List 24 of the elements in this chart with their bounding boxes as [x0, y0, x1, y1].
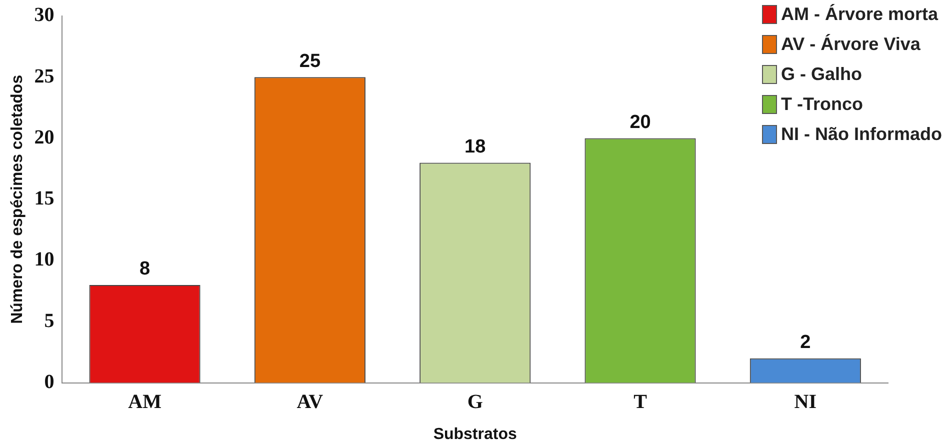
legend-label: AM - Árvore morta: [781, 4, 938, 25]
y-tick-label: 30: [34, 4, 54, 26]
data-label: 8: [139, 258, 150, 280]
x-tick-label: G: [467, 390, 484, 413]
x-tick-label: AV: [296, 390, 324, 413]
legend-label: T -Tronco: [781, 94, 863, 115]
y-tick-label: 15: [34, 188, 54, 210]
x-tick-label: T: [634, 390, 648, 413]
y-tick-label: 10: [34, 248, 54, 271]
legend-label: AV - Árvore Viva: [781, 34, 920, 55]
x-tick-label: AM: [128, 390, 162, 413]
y-axis-title: Número de espécimes coletados: [9, 74, 26, 324]
y-tick-label: 25: [34, 65, 54, 88]
data-label: 18: [464, 136, 486, 158]
legend-label: NI - Não Informado: [781, 124, 942, 145]
data-label: 20: [630, 112, 651, 133]
x-axis-title: Substratos: [433, 426, 517, 443]
x-tick-label: NI: [794, 390, 817, 413]
data-label: 2: [800, 332, 811, 354]
data-label: 25: [299, 50, 321, 72]
legend-label: G - Galho: [781, 64, 862, 85]
y-tick-label: 20: [34, 126, 54, 148]
y-tick-label: 5: [44, 310, 54, 332]
y-tick-label: 0: [44, 370, 54, 393]
